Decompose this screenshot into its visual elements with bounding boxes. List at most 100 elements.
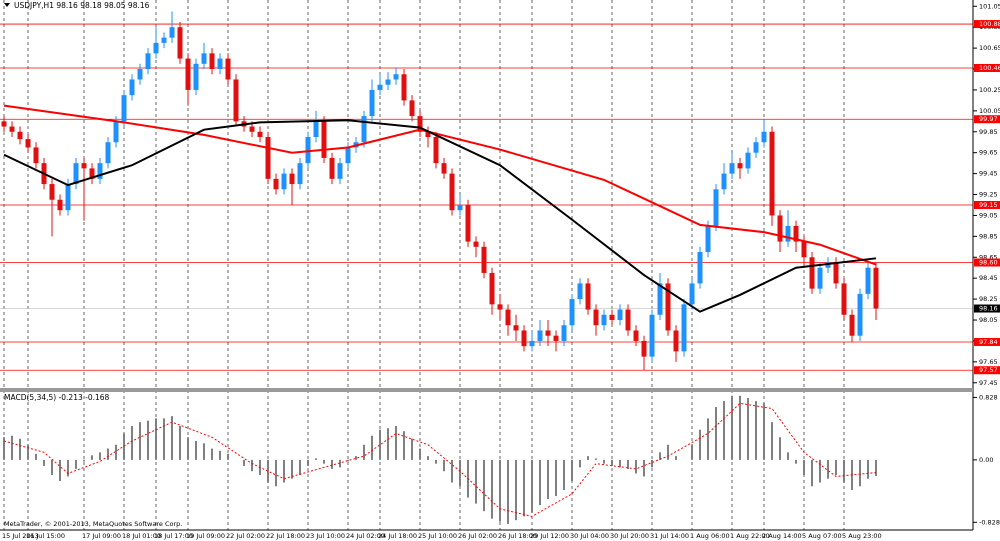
candle-body [377, 84, 383, 90]
candle-body [609, 314, 615, 321]
candle-body [185, 58, 191, 90]
candle-body [793, 225, 799, 242]
candle-body [441, 163, 447, 174]
candle-body [249, 126, 255, 132]
x-tick-label: 18 Jul 17:00 [154, 532, 193, 540]
level-label: 99.15 [979, 201, 998, 209]
candle-body [289, 173, 295, 185]
candle-body [537, 330, 543, 341]
candle-body [321, 121, 327, 158]
y-tick-label: 98.45 [979, 274, 998, 282]
candle-body [753, 142, 759, 153]
level-label: 98.60 [979, 259, 998, 267]
y-tick-label: 100.65 [979, 44, 1000, 52]
x-tick-label: 17 Jul 09:00 [82, 532, 121, 540]
candle-body [73, 163, 79, 185]
x-tick-label: 22 Jul 02:00 [226, 532, 265, 540]
candle-body [681, 304, 687, 352]
x-tick-label: 1 Aug 22:00 [730, 532, 770, 540]
candle-body [665, 283, 671, 331]
candle-body [153, 42, 159, 54]
candle-body [745, 152, 751, 169]
candle-body [113, 121, 119, 143]
candle-body [105, 142, 111, 164]
candle-body [233, 79, 239, 122]
candle-body [713, 189, 719, 226]
plot [0, 0, 973, 530]
candle-body [409, 100, 415, 117]
last-price-box [974, 304, 1000, 313]
candle-body [49, 184, 55, 200]
candle-body [257, 131, 263, 138]
candle-body [657, 283, 663, 315]
x-tick-label: 19 Jul 09:00 [186, 532, 225, 540]
candle-body [433, 137, 439, 164]
candle-body [833, 262, 839, 284]
candle-body [425, 131, 431, 138]
x-tick-label: 31 Jul 14:00 [650, 532, 689, 540]
candle-body [529, 340, 535, 347]
candle-body [417, 116, 423, 132]
candle-body [545, 330, 551, 336]
copyright: MetaTrader, © 2001-2013, MetaQuotes Soft… [4, 520, 182, 528]
candle-body [721, 173, 727, 190]
x-tick-label: 30 Jul 20:00 [610, 532, 649, 540]
level-label-box [974, 115, 1000, 124]
candle-body [217, 58, 223, 70]
x-tick-label: 5 Aug 23:00 [842, 532, 882, 540]
candle-body [305, 137, 311, 164]
candle-body [401, 74, 407, 101]
x-tick-label: 30 Jul 04:00 [570, 532, 609, 540]
candle-body [369, 89, 375, 117]
candle-body [825, 262, 831, 268]
candle-body [569, 299, 575, 326]
candle-body [505, 309, 511, 326]
candle-body [577, 283, 583, 300]
candle-body [313, 121, 319, 138]
x-tick-label: 18 Jul 01:00 [122, 532, 161, 540]
candle-body [473, 241, 479, 247]
candle-body [841, 283, 847, 315]
last-price-label: 98.16 [979, 305, 998, 313]
y-tick-label: 99.85 [979, 128, 998, 136]
candle-body [129, 79, 135, 96]
candle-body [33, 147, 39, 164]
candle-body [457, 204, 463, 211]
candle-body [617, 309, 623, 321]
candle-body [697, 252, 703, 284]
candle-body [849, 314, 855, 336]
candle-body [873, 267, 879, 309]
x-tick-label: 5 Aug 07:00 [802, 532, 842, 540]
y-tick-label: 98.05 [979, 316, 998, 324]
level-label: 100.88 [979, 20, 1000, 28]
candle-body [329, 157, 335, 179]
level-label-box [974, 200, 1000, 209]
candle-body [169, 27, 175, 38]
y-tick-label: 97.45 [979, 379, 998, 387]
y-tick-label: 98.85 [979, 232, 998, 240]
candle-body [177, 27, 183, 59]
y-tick-label: 100.05 [979, 107, 1000, 115]
candle-body [17, 131, 23, 140]
candle-body [585, 283, 591, 310]
candle-body [121, 95, 127, 122]
macd-tick-label: 0.828 [979, 393, 998, 401]
candle-body [225, 58, 231, 80]
candle-body [561, 325, 567, 341]
candle-body [801, 241, 807, 258]
x-tick-label: 2 Aug 14:00 [762, 532, 802, 540]
macd-title: MACD(5,34,5) -0.213 -0.168 [4, 393, 110, 402]
moving-average [3, 119, 877, 313]
y-tick-label: 99.25 [979, 191, 998, 199]
candle-body [265, 137, 271, 179]
candle-body [1, 121, 7, 127]
candle-body [281, 173, 287, 190]
macd-signal [3, 402, 877, 517]
candle-body [297, 163, 303, 185]
candle-body [673, 330, 679, 352]
candle-body [553, 335, 559, 341]
level-label-box [974, 366, 1000, 375]
candle-body [273, 178, 279, 190]
candle-body [649, 314, 655, 357]
candle-body [97, 163, 103, 179]
